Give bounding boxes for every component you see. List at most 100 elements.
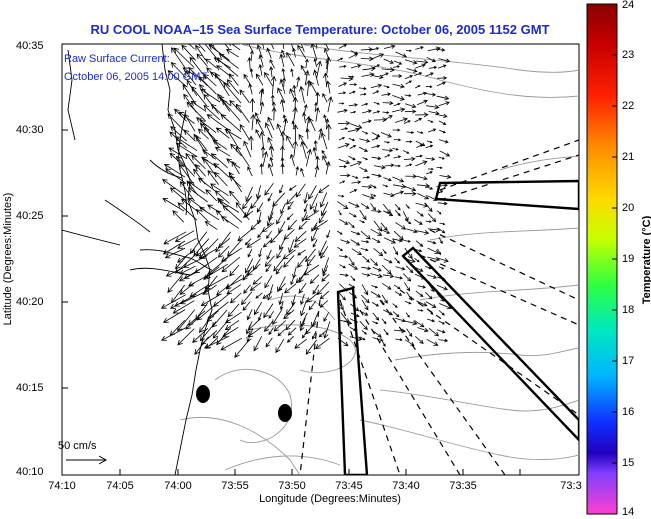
current-vector	[259, 131, 265, 150]
coastline	[62, 44, 213, 475]
current-vector	[316, 281, 330, 296]
current-vector	[324, 44, 330, 51]
current-vector	[383, 177, 392, 182]
current-vector	[250, 113, 256, 131]
current-vector	[224, 44, 230, 50]
current-vector	[425, 92, 437, 97]
current-vector	[281, 49, 286, 58]
current-vector	[196, 53, 208, 67]
current-vector	[392, 147, 399, 151]
current-vector	[381, 229, 391, 234]
current-vector	[381, 318, 387, 325]
current-vector	[297, 44, 307, 59]
current-vector	[359, 209, 367, 221]
current-vector	[253, 301, 263, 316]
current-vector	[415, 112, 429, 118]
current-vector	[198, 320, 209, 333]
current-vector	[264, 71, 274, 87]
current-vector	[286, 135, 294, 149]
current-vector	[438, 139, 449, 144]
current-vector	[268, 310, 275, 319]
current-vector	[358, 86, 367, 91]
scale-label: 50 cm/s	[58, 440, 97, 452]
current-vector	[242, 195, 253, 210]
current-vector	[229, 264, 240, 277]
current-vector	[177, 328, 195, 346]
current-vector	[259, 162, 264, 175]
current-vector	[281, 67, 286, 78]
current-timestamp: October 06, 2005 14:00 GMT	[64, 71, 208, 83]
current-vector	[221, 247, 242, 262]
current-vector	[216, 57, 239, 77]
current-vector	[416, 300, 428, 307]
current-vector	[404, 103, 417, 109]
current-vector	[303, 192, 308, 205]
current-vector	[173, 47, 195, 68]
current-vector	[258, 54, 264, 67]
current-vector	[362, 194, 375, 200]
plot-area	[61, 43, 580, 476]
current-vector	[278, 293, 284, 306]
current-vector	[393, 102, 401, 107]
current-vector	[266, 47, 272, 59]
x-tick-label: 73:55	[221, 480, 249, 492]
current-vector	[323, 114, 327, 124]
current-vector	[293, 238, 307, 248]
current-vector	[425, 291, 433, 300]
y-tick-label: 40:20	[16, 296, 44, 308]
current-vector	[361, 273, 371, 277]
current-vector	[201, 44, 217, 58]
current-vector	[436, 113, 448, 119]
current-vector	[382, 273, 395, 279]
current-vector	[436, 166, 443, 169]
current-vector	[338, 158, 351, 165]
current-vector	[437, 227, 446, 234]
current-vector	[161, 327, 187, 341]
current-vector	[312, 284, 320, 295]
current-vector	[289, 153, 295, 167]
current-vector	[202, 149, 217, 160]
current-vector	[393, 60, 403, 65]
current-vector	[258, 248, 262, 258]
current-vector	[310, 44, 318, 61]
current-vector	[299, 317, 306, 332]
current-vector	[393, 284, 401, 290]
current-vector	[394, 257, 400, 264]
current-vector	[309, 274, 320, 284]
current-vector	[392, 83, 405, 89]
current-vector	[197, 128, 209, 140]
current-vector	[303, 103, 308, 115]
current-vector	[425, 265, 432, 270]
current-vector	[263, 303, 274, 319]
colorbar-tick-label: 14	[622, 506, 635, 518]
current-vector	[383, 309, 394, 316]
current-vector	[311, 228, 318, 242]
current-vector	[230, 143, 242, 157]
current-vector	[415, 154, 423, 158]
current-vector	[195, 247, 209, 257]
current-vector	[415, 46, 424, 50]
current-vector	[167, 113, 187, 133]
colorbar-tick-label: 17	[622, 355, 635, 367]
current-vector	[414, 320, 425, 328]
current-vector	[371, 209, 382, 214]
map-title: RU COOL NOAA–15 Sea Surface Temperature:…	[90, 22, 550, 37]
current-vector	[278, 283, 286, 291]
current-vector	[262, 150, 269, 166]
current-vector	[428, 65, 438, 70]
y-axis-label: Latitude (Degrees:Minutes)	[2, 192, 14, 326]
current-vector	[262, 44, 265, 49]
current-vector	[340, 173, 351, 178]
current-vector	[370, 193, 377, 197]
current-vector	[318, 127, 323, 140]
current-vector	[172, 210, 184, 223]
current-vector	[360, 230, 371, 240]
current-vector	[417, 131, 424, 134]
current-vector	[325, 160, 331, 175]
current-vector	[313, 220, 328, 230]
current-vector	[406, 228, 418, 234]
current-vector	[229, 190, 240, 203]
current-vector	[436, 95, 450, 101]
current-vector	[266, 230, 273, 239]
current-vector	[181, 44, 197, 61]
